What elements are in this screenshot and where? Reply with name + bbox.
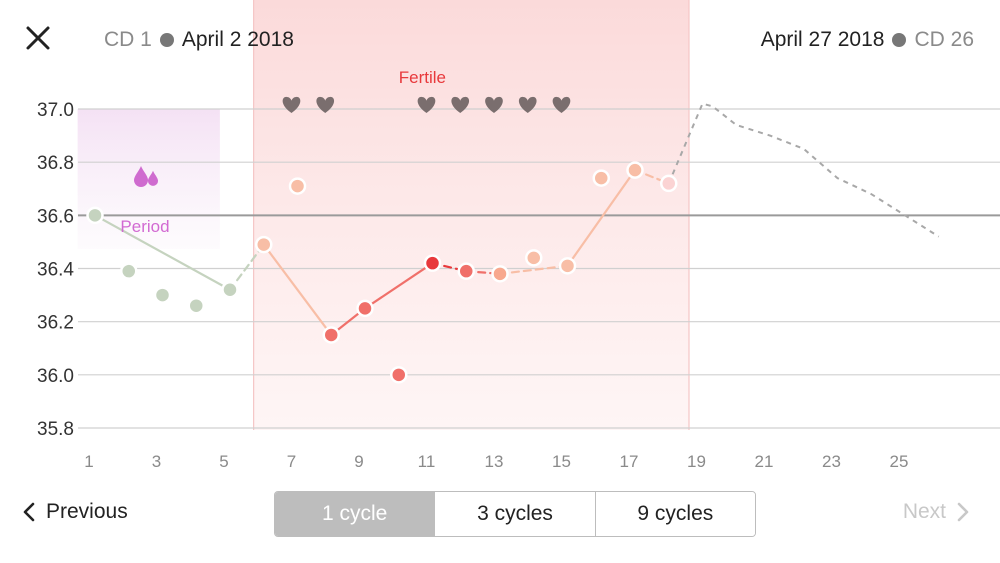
x-tick-label: 3 bbox=[152, 452, 161, 471]
x-tick-label: 15 bbox=[552, 452, 571, 471]
predicted-temperature-line bbox=[667, 102, 940, 238]
segment-1-cycle[interactable]: 1 cycle bbox=[275, 492, 436, 536]
temperature-line-segment bbox=[262, 243, 333, 337]
temperature-line-segment bbox=[363, 262, 434, 310]
temperature-point bbox=[120, 262, 138, 280]
heart-icon bbox=[552, 96, 571, 113]
x-tick-label: 5 bbox=[219, 452, 228, 471]
temperature-point bbox=[86, 206, 104, 225]
start-date: April 2 2018 bbox=[181, 28, 294, 51]
temperature-point bbox=[221, 281, 239, 299]
temperature-chart: 37.036.836.636.436.236.035.8 1 3 5 7 9 11 13 15… bbox=[37, 0, 1000, 471]
temperature-point bbox=[592, 169, 610, 187]
intercourse-markers bbox=[282, 96, 571, 113]
heart-icon bbox=[316, 96, 335, 113]
next-button[interactable]: Next bbox=[903, 500, 970, 524]
x-tick-label: 11 bbox=[418, 452, 436, 471]
segment-9-cycles[interactable]: 9 cycles bbox=[595, 492, 755, 536]
period-label: Period bbox=[120, 217, 169, 236]
chevron-left-icon bbox=[23, 502, 35, 522]
temperature-point bbox=[457, 262, 475, 280]
end-date: April 27 2018 bbox=[760, 28, 885, 51]
temperature-point bbox=[660, 174, 678, 193]
x-tick-label: 9 bbox=[354, 452, 363, 471]
close-icon bbox=[26, 26, 50, 50]
x-axis: 1 3 5 7 9 11 13 15 17 19 21 23 25 bbox=[84, 452, 908, 471]
x-tick-label: 1 bbox=[84, 452, 93, 471]
chart-footer: Previous 1 cycle 3 cycles 9 cycles Next bbox=[0, 490, 1000, 540]
x-tick-label: 19 bbox=[687, 452, 706, 471]
chevron-right-icon bbox=[957, 502, 969, 522]
temperature-point bbox=[288, 177, 307, 195]
temperature-point bbox=[255, 235, 273, 254]
chart-labels: Fertile Period bbox=[120, 68, 446, 236]
y-tick-label: 37.0 bbox=[37, 100, 74, 121]
y-tick-label: 35.8 bbox=[37, 419, 74, 440]
y-tick-label: 36.4 bbox=[37, 260, 74, 281]
temperature-point bbox=[322, 326, 340, 344]
temperature-point bbox=[187, 296, 205, 315]
temperature-point bbox=[356, 299, 374, 318]
temperature-point bbox=[626, 161, 644, 179]
segment-3-cycles[interactable]: 3 cycles bbox=[435, 492, 596, 536]
heart-icon bbox=[282, 96, 301, 113]
y-axis: 37.0 36.8 36.6 36.4 36.2 36.0 35.8 bbox=[37, 100, 74, 440]
temperature-point bbox=[153, 286, 172, 304]
previous-button[interactable]: Previous bbox=[22, 500, 128, 524]
previous-label: Previous bbox=[46, 500, 128, 523]
next-label: Next bbox=[902, 500, 946, 523]
heart-icon bbox=[451, 96, 470, 113]
temperature-point bbox=[525, 249, 543, 267]
temperature-line-segment bbox=[498, 264, 569, 275]
y-tick-label: 36.2 bbox=[37, 313, 74, 334]
heart-icon bbox=[518, 96, 537, 113]
temperature-line-segment bbox=[93, 214, 232, 291]
start-cycle-day: CD 1 bbox=[104, 28, 152, 51]
drops-icon bbox=[134, 166, 159, 187]
chart-grid bbox=[78, 108, 1000, 429]
temperature-point bbox=[558, 257, 577, 275]
temperature-point bbox=[390, 366, 408, 384]
close-button[interactable] bbox=[24, 24, 54, 54]
separator-dot bbox=[892, 33, 907, 47]
temperature-point bbox=[423, 254, 442, 272]
fertile-label: Fertile bbox=[399, 68, 446, 87]
temperature-line-segment bbox=[228, 243, 265, 291]
x-tick-label: 23 bbox=[822, 452, 841, 471]
cycle-end: April 27 2018 CD 26 bbox=[761, 28, 974, 52]
x-tick-label: 13 bbox=[485, 452, 504, 471]
x-tick-label: 21 bbox=[755, 452, 774, 471]
separator-dot bbox=[159, 33, 174, 47]
x-tick-label: 25 bbox=[890, 452, 909, 471]
temperature-point bbox=[491, 265, 509, 283]
temperature-points bbox=[86, 161, 678, 384]
y-tick-label: 36.6 bbox=[37, 206, 74, 227]
cycle-range-selector: 1 cycle 3 cycles 9 cycles bbox=[274, 491, 756, 537]
temperature-line-segment bbox=[566, 169, 637, 267]
cycle-start: CD 1 April 2 2018 bbox=[104, 28, 294, 52]
y-tick-label: 36.0 bbox=[37, 366, 74, 387]
x-tick-label: 7 bbox=[287, 452, 296, 471]
y-tick-label: 36.8 bbox=[37, 153, 74, 174]
end-cycle-day: CD 26 bbox=[914, 28, 974, 51]
x-tick-label: 17 bbox=[620, 452, 639, 471]
heart-icon bbox=[417, 96, 436, 113]
heart-icon bbox=[485, 96, 503, 113]
